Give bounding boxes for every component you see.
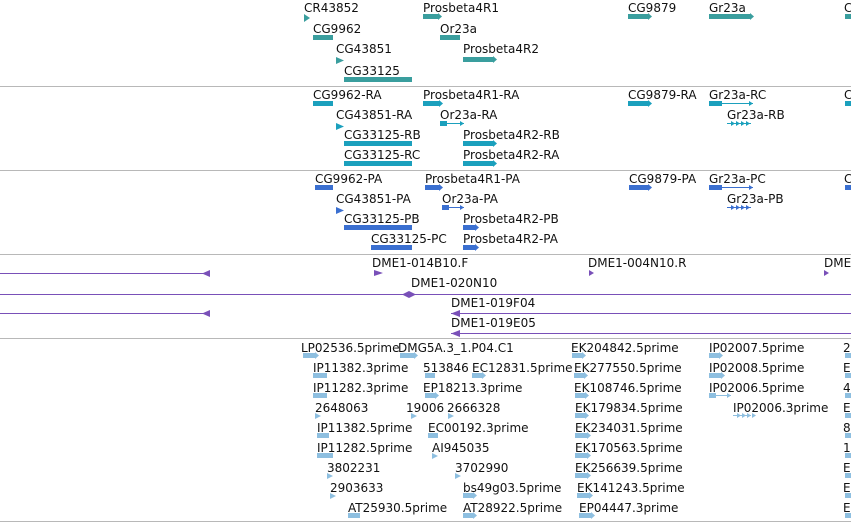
feature-label[interactable]: EK170563.5prime: [575, 441, 683, 455]
track-divider: [0, 338, 851, 339]
feature-label[interactable]: C: [844, 1, 851, 15]
feature-label[interactable]: 4: [843, 381, 851, 395]
feature-label[interactable]: C: [844, 172, 851, 186]
feature-label[interactable]: Gr23a: [709, 1, 746, 15]
feature-label[interactable]: EK256639.5prime: [575, 461, 683, 475]
feature-label[interactable]: Prosbeta4R1-RA: [423, 88, 520, 102]
feature-label[interactable]: EK108746.5prime: [574, 381, 682, 395]
feature-label[interactable]: EC00192.3prime: [428, 421, 529, 435]
track-divider: [0, 254, 851, 255]
feature-label[interactable]: Or23a-PA: [442, 192, 499, 206]
track-divider: [0, 86, 851, 87]
track-divider: [0, 521, 851, 522]
feature-label[interactable]: Or23a-RA: [440, 108, 498, 122]
feature-label[interactable]: EK234031.5prime: [575, 421, 683, 435]
feature-label[interactable]: 2648063: [315, 401, 369, 415]
feature-label[interactable]: E: [843, 501, 851, 515]
feature-label[interactable]: CG33125-RC: [344, 148, 421, 162]
feature-label[interactable]: EP04447.3prime: [579, 501, 679, 515]
feature-label[interactable]: 3702990: [455, 461, 509, 475]
feature-label[interactable]: LP02536.5prime: [301, 341, 400, 355]
feature-label[interactable]: EC12831.5prime: [472, 361, 573, 375]
feature-label[interactable]: IP11382.3prime: [313, 361, 409, 375]
feature-label[interactable]: DME: [824, 256, 851, 270]
feature-label[interactable]: EK141243.5prime: [577, 481, 685, 495]
feature-label[interactable]: EK204842.5prime: [571, 341, 679, 355]
feature-label[interactable]: CG33125-PC: [371, 232, 447, 246]
feature-label[interactable]: CG43851-RA: [336, 108, 413, 122]
feature-label[interactable]: CG9962-PA: [315, 172, 383, 186]
feature-label[interactable]: CG33125-RB: [344, 128, 421, 142]
feature-label[interactable]: 2: [843, 341, 851, 355]
feature-label[interactable]: IP02007.5prime: [709, 341, 805, 355]
feature-label[interactable]: C: [844, 88, 851, 102]
feature-label[interactable]: IP11282.5prime: [317, 441, 413, 455]
feature-label[interactable]: 1: [843, 441, 851, 455]
feature-label[interactable]: IP02006.5prime: [709, 381, 805, 395]
feature-label[interactable]: E: [843, 481, 851, 495]
feature-label[interactable]: EK179834.5prime: [575, 401, 683, 415]
feature-label[interactable]: CG43851: [336, 42, 392, 56]
feature-label[interactable]: CG43851-PA: [336, 192, 411, 206]
feature-label[interactable]: DME1-019F04: [451, 296, 536, 310]
feature-label[interactable]: DME1-019E05: [451, 316, 536, 330]
feature-label[interactable]: Prosbeta4R2-PB: [463, 212, 559, 226]
feature-label[interactable]: Gr23a-PC: [709, 172, 766, 186]
feature-label[interactable]: DME1-020N10: [411, 276, 498, 290]
feature-label[interactable]: CG9962-RA: [313, 88, 382, 102]
feature-label[interactable]: CG9879: [628, 1, 677, 15]
feature-label[interactable]: IP02006.3prime: [733, 401, 829, 415]
feature-label[interactable]: Gr23a-RB: [727, 108, 785, 122]
feature-label[interactable]: 19006: [406, 401, 445, 415]
feature-label[interactable]: Gr23a-RC: [709, 88, 767, 102]
feature-label[interactable]: Or23a: [440, 22, 478, 36]
feature-label[interactable]: CG33125: [344, 64, 400, 78]
feature-label[interactable]: Gr23a-PB: [727, 192, 784, 206]
feature-label[interactable]: bs49g03.5prime: [463, 481, 562, 495]
feature-label[interactable]: Prosbeta4R2-RA: [463, 148, 560, 162]
feature-label[interactable]: E: [843, 361, 851, 375]
feature-label[interactable]: CG9879-RA: [628, 88, 697, 102]
feature-label[interactable]: IP11282.3prime: [313, 381, 409, 395]
feature-label[interactable]: E: [843, 401, 851, 415]
feature-label[interactable]: AI945035: [432, 441, 490, 455]
feature-label[interactable]: 2666328: [447, 401, 501, 415]
feature-label[interactable]: EP18213.3prime: [423, 381, 523, 395]
feature-label[interactable]: AT25930.5prime: [348, 501, 448, 515]
feature-label[interactable]: CG33125-PB: [344, 212, 420, 226]
feature-label[interactable]: CG9879-PA: [629, 172, 697, 186]
feature-label[interactable]: AT28922.5prime: [463, 501, 563, 515]
feature-label[interactable]: 513846: [423, 361, 469, 375]
feature-label[interactable]: 3802231: [327, 461, 381, 475]
feature-label[interactable]: E: [843, 461, 851, 475]
feature-label[interactable]: IP02008.5prime: [709, 361, 805, 375]
feature-label[interactable]: DME1-014B10.F: [372, 256, 469, 270]
feature-label[interactable]: DMG5A.3_1.P04.C1: [398, 341, 514, 355]
feature-label[interactable]: Prosbeta4R2-PA: [463, 232, 558, 246]
feature-label[interactable]: 8: [843, 421, 851, 435]
feature-label[interactable]: 2903633: [330, 481, 384, 495]
feature-label[interactable]: EK277550.5prime: [574, 361, 682, 375]
feature-label[interactable]: Prosbeta4R1: [423, 1, 499, 15]
track-divider: [0, 170, 851, 171]
feature-label[interactable]: Prosbeta4R2-RB: [463, 128, 560, 142]
feature-label[interactable]: CG9962: [313, 22, 362, 36]
feature-label[interactable]: DME1-004N10.R: [588, 256, 687, 270]
feature-label[interactable]: Prosbeta4R2: [463, 42, 539, 56]
feature-label[interactable]: IP11382.5prime: [317, 421, 413, 435]
feature-label[interactable]: CR43852: [304, 1, 359, 15]
feature-label[interactable]: Prosbeta4R1-PA: [425, 172, 520, 186]
